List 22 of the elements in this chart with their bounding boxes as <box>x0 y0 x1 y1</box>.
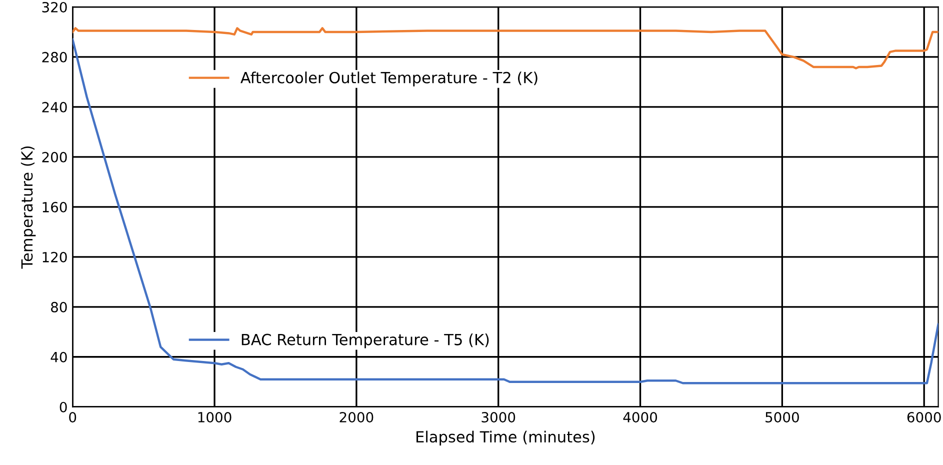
line-series <box>72 38 938 384</box>
line-series <box>72 27 938 70</box>
x-tick-label: 0 <box>69 412 76 422</box>
x-tick-label: 1000 <box>198 412 232 422</box>
y-axis-title: Temperature (K) <box>20 146 36 269</box>
legend-label: Aftercooler Outlet Temperature - T2 (K) <box>240 72 538 86</box>
y-tick-label: 0 <box>60 402 67 412</box>
y-tick-label: 280 <box>42 52 67 62</box>
y-tick-label: 80 <box>51 302 67 312</box>
y-tick-label: 200 <box>42 152 67 162</box>
y-tick-label: 120 <box>42 252 67 262</box>
x-tick-label: 4000 <box>623 412 658 422</box>
x-tick-label: 3000 <box>482 412 516 422</box>
legend-label: BAC Return Temperature - T5 (K) <box>242 334 489 348</box>
x-tick-label: 2000 <box>340 412 374 422</box>
y-tick-label: 240 <box>42 102 67 112</box>
y-tick-label: 160 <box>42 202 67 212</box>
x-tick-label: 5000 <box>766 412 799 422</box>
y-tick-label: 40 <box>50 352 67 362</box>
x-axis-title: Elapsed Time (minutes) <box>416 430 595 446</box>
y-tick-label: 320 <box>42 2 67 12</box>
x-tick-label: 6000 <box>907 412 941 422</box>
